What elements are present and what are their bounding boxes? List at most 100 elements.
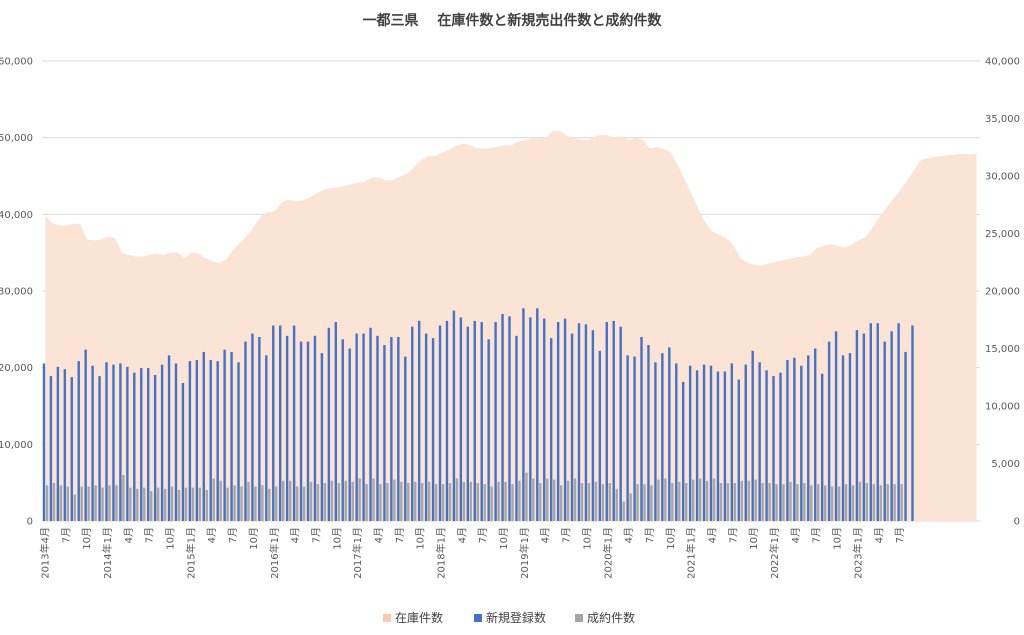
contract-bar [45, 485, 49, 521]
contract-bar [733, 483, 737, 521]
new-listing-bar [369, 327, 372, 521]
new-listing-bar [202, 351, 205, 521]
contract-bar [407, 483, 410, 521]
contract-bar [87, 486, 90, 521]
new-listing-bar [883, 341, 886, 521]
contract-bar [136, 488, 139, 521]
new-listing-bar [417, 320, 421, 521]
chart-title: 一都三県 在庫件数と新規売出件数と成約件数 [363, 12, 663, 29]
contract-bar [636, 484, 639, 521]
new-listing-bar [522, 308, 525, 521]
contract-bar [837, 486, 841, 521]
contract-bar [198, 487, 202, 521]
contract-bar [393, 479, 396, 521]
contract-bar [671, 483, 674, 521]
new-listing-bar [160, 364, 164, 521]
contract-bar [497, 481, 500, 521]
new-listing-bar [299, 341, 303, 521]
contract-bar [247, 481, 250, 521]
right-tick-label: 0 [1014, 517, 1020, 528]
right-tick-label: 40,000 [985, 57, 1020, 68]
right-tick-label: 10,000 [985, 402, 1020, 413]
new-listing-bar [355, 333, 358, 521]
x-tick-label: 4月 [290, 527, 302, 543]
contract-bar [101, 487, 104, 521]
x-tick-label: 2015年1月 [184, 527, 197, 579]
contract-bar [261, 485, 264, 521]
contract-bar [358, 478, 361, 521]
new-listing-bar [682, 381, 685, 521]
contract-bar [643, 484, 646, 521]
x-tick-label: 2013年4月 [38, 527, 51, 579]
new-listing-bar [383, 345, 386, 521]
new-listing-bar [730, 363, 734, 521]
x-tick-label: 10月 [81, 527, 93, 550]
right-tick-label: 20,000 [985, 287, 1020, 298]
contract-bar [414, 481, 417, 521]
new-listing-bar [209, 360, 212, 521]
contract-bar [379, 484, 382, 521]
contract-bar [775, 484, 778, 521]
new-listing-bar [459, 317, 463, 521]
x-tick-label: 7月 [811, 527, 823, 543]
x-tick-label: 10月 [665, 527, 677, 550]
contract-bar [754, 479, 757, 521]
contract-bar [115, 485, 118, 521]
x-tick-label: 7月 [727, 527, 739, 543]
new-listing-bar [744, 364, 747, 521]
new-listing-bar [126, 366, 129, 521]
new-listing-bar [640, 337, 643, 521]
new-listing-bar [633, 356, 636, 521]
x-tick-label: 7月 [394, 527, 406, 543]
new-listing-bar [195, 360, 199, 521]
contract-bar [691, 479, 695, 521]
new-listing-bar [306, 341, 310, 521]
contract-bar [678, 481, 681, 521]
contract-bar [601, 484, 605, 521]
contract-bar [893, 484, 896, 521]
new-listing-bar [869, 323, 872, 521]
contract-bar [337, 483, 340, 521]
new-listing-bar [876, 323, 879, 521]
new-listing-bar [911, 325, 914, 521]
x-tick-label: 4月 [456, 527, 468, 543]
contract-bar [525, 472, 528, 521]
new-listing-bar [626, 355, 629, 521]
x-tick-label: 2021年1月 [685, 527, 698, 579]
new-listing-bar [536, 308, 539, 521]
contract-bar [664, 478, 667, 521]
contract-bar [275, 486, 278, 521]
contract-bar [455, 478, 459, 521]
contract-bar [129, 487, 132, 521]
x-axis: 2013年4月 7月 10月 2014年1月 4月 7月 10月 2015年1月 4月 7月 10月… [38, 527, 906, 579]
contract-bar [830, 486, 834, 521]
contract-bar [365, 484, 368, 521]
contract-bar [900, 484, 903, 521]
contract-bar [566, 480, 570, 521]
new-listing-bar [473, 320, 476, 521]
x-tick-label: 2019年1月 [518, 527, 531, 579]
contract-bar [240, 486, 243, 521]
contract-bar [295, 486, 299, 521]
contract-bar [552, 479, 556, 521]
x-tick-label: 4月 [790, 527, 802, 543]
contract-bar [52, 483, 56, 521]
new-listing-bar [584, 324, 588, 521]
new-listing-bar [313, 335, 317, 521]
new-listing-bar [285, 335, 289, 521]
new-listing-bar [737, 379, 740, 521]
new-listing-bar [70, 377, 73, 521]
contract-bar [865, 483, 869, 521]
new-listing-bar [466, 326, 470, 521]
new-listing-bar [327, 327, 331, 521]
x-tick-label: 4月 [873, 527, 885, 543]
contract-bar [427, 481, 431, 521]
new-listing-bar [230, 351, 233, 521]
contract-bar [796, 484, 799, 521]
contract-bar [448, 483, 452, 521]
new-listing-bar [543, 318, 546, 521]
contract-bar [177, 489, 181, 521]
new-listing-bar [904, 351, 907, 521]
contract-bar [400, 481, 403, 521]
new-listing-bar [612, 320, 615, 521]
